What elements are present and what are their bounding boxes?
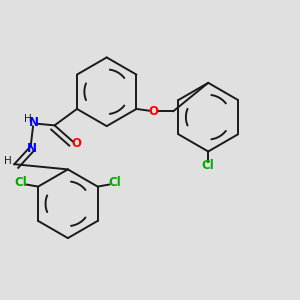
Text: Cl: Cl bbox=[202, 159, 214, 172]
Text: N: N bbox=[27, 142, 37, 154]
Text: N: N bbox=[29, 116, 39, 130]
Text: O: O bbox=[72, 137, 82, 150]
Text: Cl: Cl bbox=[109, 176, 121, 190]
Text: Cl: Cl bbox=[14, 176, 27, 190]
Text: O: O bbox=[149, 105, 159, 118]
Text: H: H bbox=[4, 156, 12, 166]
Text: H: H bbox=[24, 114, 32, 124]
